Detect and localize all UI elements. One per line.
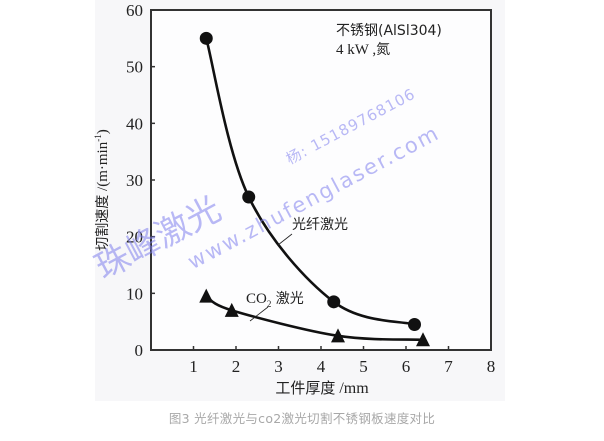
co2-label-leader xyxy=(249,306,269,322)
x-tick-label: 4 xyxy=(317,357,326,376)
co2-laser-point xyxy=(331,328,345,343)
co2-laser-point xyxy=(224,302,239,317)
y-tick-label: 60 xyxy=(126,1,143,20)
fiber-label-leader xyxy=(277,233,293,246)
x-tick-label: 3 xyxy=(274,357,283,376)
y-tick-label: 50 xyxy=(126,58,143,77)
fiber-laser-curve xyxy=(204,37,415,326)
figure-caption: 图3 光纤激光与co2激光切割不锈钢板速度对比 xyxy=(168,411,436,426)
y-tick-label: 30 xyxy=(126,171,143,190)
x-tick-label: 2 xyxy=(232,357,241,376)
y-axis-label: 切割速度 /(m·min-1) xyxy=(93,129,111,251)
x-tick-label: 6 xyxy=(402,357,411,376)
y-tick-label: 40 xyxy=(126,114,143,133)
co2-laser-label: CO2 激光 xyxy=(246,291,304,309)
co2-laser-curve xyxy=(205,295,424,342)
y-tick-label: 0 xyxy=(135,341,144,360)
x-axis-label: 工件厚度 /mm xyxy=(275,379,369,397)
fiber-laser-point xyxy=(327,295,341,309)
x-tick-label: 8 xyxy=(487,357,496,376)
material-annotation: 不锈钢(AlSl304) xyxy=(336,23,442,39)
co2-laser-point xyxy=(199,288,214,303)
co2-laser-point xyxy=(416,332,430,347)
y-tick-label: 20 xyxy=(126,228,143,247)
conditions-annotation: 4 kW ,氮 xyxy=(336,42,391,58)
fiber-laser-point xyxy=(242,190,256,204)
fiber-laser-point xyxy=(408,318,421,331)
x-tick-label: 1 xyxy=(189,357,198,376)
fiber-laser-label: 光纤激光 xyxy=(292,217,348,233)
x-tick-label: 5 xyxy=(359,357,368,376)
y-tick-label: 10 xyxy=(126,284,143,303)
fiber-laser-point xyxy=(199,31,213,45)
x-tick-label: 7 xyxy=(444,357,453,376)
